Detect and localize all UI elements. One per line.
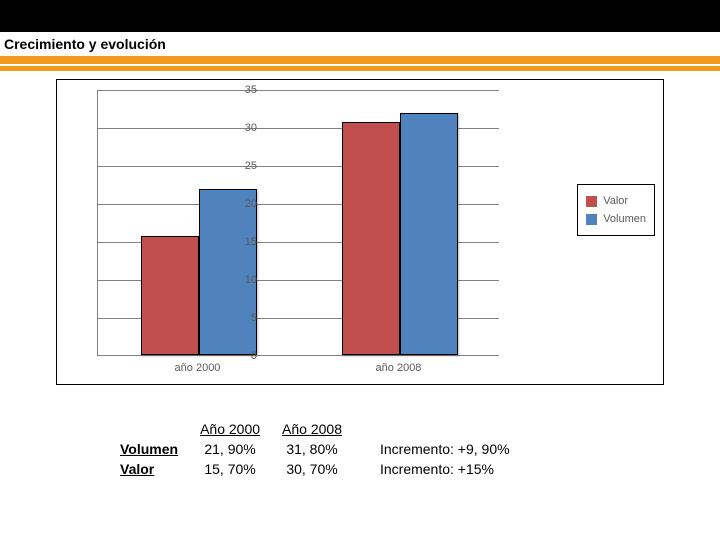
bar-volumen (199, 189, 257, 355)
bar-valor (342, 122, 400, 355)
cell-value: 15, 70% (190, 460, 270, 478)
orange-band-thick (0, 56, 720, 64)
y-tick-label: 5 (231, 312, 257, 324)
gridline (98, 90, 499, 91)
legend-item: Valor (586, 195, 646, 207)
y-tick-label: 0 (231, 350, 257, 362)
table-header-row: Año 2000 Año 2008 (110, 420, 520, 438)
summary-table: Año 2000 Año 2008 Volumen 21, 90% 31, 80… (108, 418, 522, 480)
top-black-band (0, 0, 720, 32)
table-row: Valor 15, 70% 30, 70% Incremento: +15% (110, 460, 520, 478)
legend-label: Volumen (603, 213, 646, 225)
page-title: Crecimiento y evolución (0, 32, 720, 56)
row-label: Volumen (110, 440, 188, 458)
legend-swatch-volumen (586, 214, 597, 225)
cell-value: 21, 90% (190, 440, 270, 458)
cell-value: 30, 70% (272, 460, 352, 478)
table-row: Volumen 21, 90% 31, 80% Incremento: +9, … (110, 440, 520, 458)
legend-swatch-valor (586, 196, 597, 207)
y-tick-label: 20 (231, 198, 257, 210)
y-tick-label: 15 (231, 236, 257, 248)
y-tick-label: 25 (231, 160, 257, 172)
cell-value: 31, 80% (272, 440, 352, 458)
legend-item: Volumen (586, 213, 646, 225)
plot-area (97, 90, 499, 356)
increment-text: Incremento: +9, 90% (354, 440, 520, 458)
table-header: Año 2000 (190, 420, 270, 438)
table-header: Año 2008 (272, 420, 352, 438)
bar-volumen (400, 113, 458, 355)
bar-chart: Valor Volumen 0 5 10 15 20 25 30 35 año 2000 año … (56, 79, 664, 385)
legend-label: Valor (603, 195, 628, 207)
y-tick-label: 10 (231, 274, 257, 286)
row-label: Valor (110, 460, 188, 478)
chart-legend: Valor Volumen (577, 184, 655, 236)
y-tick-label: 30 (231, 122, 257, 134)
x-tick-label: año 2008 (309, 362, 489, 374)
increment-text: Incremento: +15% (354, 460, 520, 478)
orange-band-thin (0, 66, 720, 71)
x-tick-label: año 2000 (108, 362, 288, 374)
bar-valor (141, 236, 199, 355)
page-title-text: Crecimiento y evolución (4, 36, 166, 52)
y-tick-label: 35 (231, 84, 257, 96)
